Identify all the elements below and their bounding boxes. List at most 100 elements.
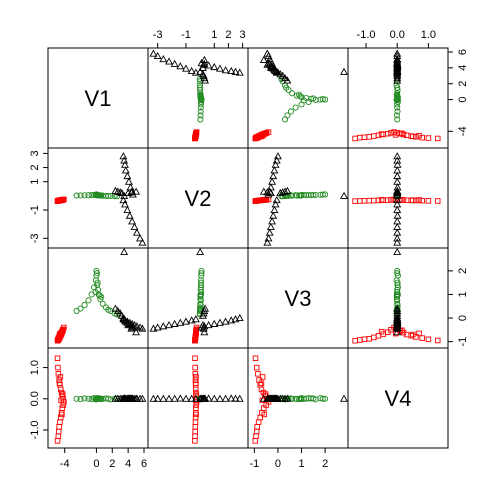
point-g2-24 [259, 55, 268, 63]
point-g2-25 [120, 394, 129, 402]
point-g2-15 [159, 322, 168, 330]
point-g1-20 [105, 395, 112, 402]
point-g2-17 [138, 394, 147, 402]
point-g2-21 [201, 304, 210, 312]
point-g2-25 [120, 191, 129, 199]
point-g1-14 [197, 108, 204, 115]
point-g1-2 [197, 277, 205, 284]
tick-label: 4 [125, 458, 131, 470]
tick-label: 3 [29, 150, 41, 156]
point-g0-20 [416, 132, 422, 139]
point-g2-5 [210, 319, 219, 327]
point-g0-23 [259, 132, 266, 138]
point-g2-17 [263, 238, 272, 246]
tick-label: 1 [457, 291, 469, 297]
point-g2-19 [278, 188, 287, 196]
point-g0-15 [254, 424, 260, 430]
point-g2-1 [272, 156, 281, 164]
point-g0-14 [371, 133, 377, 139]
y-axis-V1-right: -4 0 2 4 6 [447, 49, 469, 136]
point-g2-23 [127, 394, 136, 402]
point-g2-24 [259, 187, 268, 195]
point-g2-10 [271, 200, 280, 208]
point-g2-11 [182, 317, 190, 325]
point-g0-2 [419, 197, 425, 204]
point-g1-14 [81, 192, 88, 199]
point-g1-13 [197, 104, 204, 111]
point-g1-16 [73, 307, 80, 315]
point-g0-6 [58, 389, 65, 396]
point-g2-15 [265, 228, 274, 236]
point-g2-3 [121, 166, 130, 174]
panel-V2-vs-V4 [347, 147, 449, 249]
point-g0-22 [399, 196, 405, 203]
tick-label: 0.0 [29, 391, 41, 406]
tick-label: -3 [153, 29, 163, 41]
point-g0-21 [193, 411, 199, 418]
point-g1-18 [394, 279, 401, 286]
point-g0-16 [192, 428, 198, 435]
point-g2-17 [263, 49, 272, 57]
panel-V1-vs-V1: V1 [47, 47, 149, 149]
point-g0-22 [262, 130, 269, 137]
point-g0-23 [392, 132, 399, 138]
panel-V1-vs-V3 [247, 47, 349, 149]
point-g1-23 [394, 292, 401, 299]
point-g1-13 [394, 104, 401, 111]
tick-label: -1 [249, 458, 259, 470]
point-g2-13 [268, 217, 277, 225]
tick-label: -1 [457, 337, 469, 347]
tick-label: 6 [457, 49, 469, 55]
point-g0-23 [58, 397, 64, 404]
point-g2-2 [271, 160, 280, 168]
point-g0-23 [58, 330, 64, 337]
point-g0-4 [408, 332, 415, 339]
panel-V4-vs-V3 [247, 347, 349, 449]
point-g1-0 [93, 267, 100, 274]
point-g0-20 [57, 374, 64, 380]
point-g1-15 [77, 192, 84, 199]
point-g0-20 [416, 197, 422, 203]
point-g2-12 [176, 394, 185, 402]
point-g2-19 [116, 188, 125, 196]
point-g2-19 [199, 71, 208, 79]
point-g2-11 [123, 205, 132, 214]
point-g0-16 [361, 198, 368, 204]
tick-label: 2 [457, 81, 469, 87]
tick-label: 1 [298, 458, 304, 470]
point-g1-16 [73, 395, 80, 402]
point-g2-10 [121, 200, 129, 208]
tick-label: 0 [275, 458, 281, 470]
point-g0-18 [192, 337, 198, 344]
point-g2-17 [138, 238, 147, 246]
x-axis-V1-bottom: -4 0 2 4 6 [60, 447, 147, 470]
point-g2-15 [132, 228, 141, 236]
point-g2-15 [132, 322, 141, 330]
point-g2-14 [266, 222, 275, 231]
point-g2-22 [198, 321, 207, 329]
point-g2-25 [196, 247, 205, 256]
panel-V4-vs-V4: V4 [347, 347, 449, 449]
point-g1-11 [305, 191, 312, 198]
point-g0-19 [410, 331, 416, 338]
panel-V3-vs-V4 [347, 247, 449, 349]
point-g1-15 [393, 112, 400, 119]
point-g1-20 [283, 84, 290, 91]
point-g1-18 [310, 191, 317, 198]
point-g1-13 [292, 395, 299, 402]
point-g0-22 [59, 391, 66, 397]
point-g0-18 [352, 337, 358, 344]
point-g0-21 [59, 411, 65, 418]
point-g1-1 [198, 272, 205, 279]
point-g2-3 [221, 317, 230, 325]
point-g0-23 [193, 132, 199, 138]
point-g0-18 [54, 438, 61, 444]
point-g0-17 [357, 134, 363, 141]
point-g0-23 [193, 330, 199, 337]
panel-V2-vs-V3 [247, 147, 349, 249]
point-g1-13 [292, 104, 299, 111]
point-g2-18 [198, 311, 207, 319]
point-g0-16 [55, 428, 62, 435]
point-g0-5 [403, 197, 410, 204]
point-g1-21 [113, 311, 121, 318]
